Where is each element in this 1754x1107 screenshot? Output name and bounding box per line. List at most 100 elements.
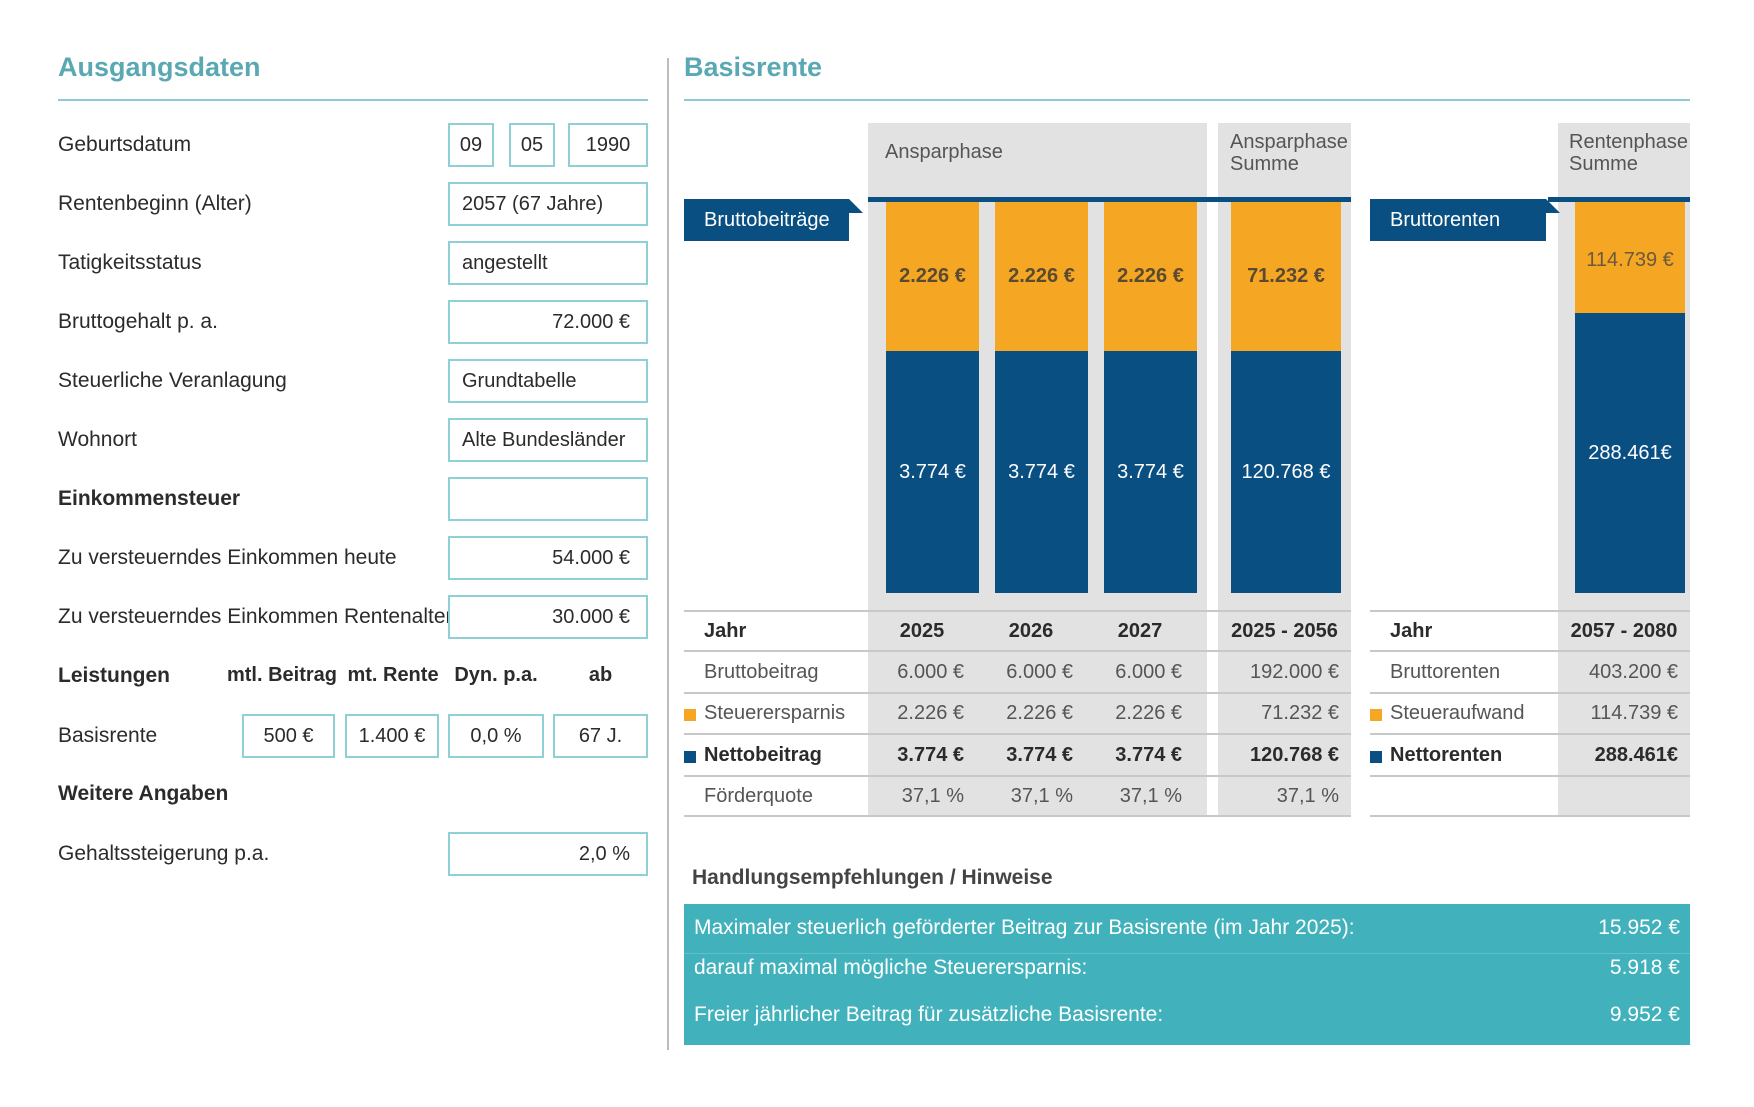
taxable-income-today-field[interactable]: 54.000 €: [448, 536, 648, 580]
hint-row-max-saving: darauf maximal mögliche Steuerersparnis:…: [684, 956, 1690, 980]
row-label: Förderquote: [704, 785, 813, 807]
hint-row-max-contribution: Maximaler steuerlich geförderter Beitrag…: [684, 916, 1690, 940]
salary-increase-field[interactable]: 2,0 %: [448, 832, 648, 876]
rente-row-label: Bruttorenten: [1390, 661, 1501, 683]
tax-assessment-label: Steuerliche Veranlagung: [58, 369, 287, 392]
basisrente-label: Basisrente: [58, 724, 158, 747]
bar-label-navy: 3.774 €: [1008, 460, 1075, 483]
table-line: [1370, 692, 1690, 694]
year-range-anspar: 2025 - 2056: [1231, 620, 1338, 642]
retirement-start-field[interactable]: 2057 (67 Jahre): [448, 182, 648, 226]
table-cell: 192.000 €: [1250, 661, 1339, 683]
ansparphase-header: Ansparphase: [885, 141, 1003, 163]
birth-month-field[interactable]: 05: [509, 123, 555, 167]
hint-divider: [684, 953, 1690, 954]
gross-salary-label: Bruttogehalt p. a.: [58, 310, 218, 333]
hints-title: Handlungsempfehlungen / Hinweise: [692, 866, 1053, 889]
bruttorenten-tab-notch: [1546, 199, 1560, 213]
bar-label-navy: 120.768 €: [1241, 460, 1331, 483]
residence-label: Wohnort: [58, 428, 137, 451]
hint-row-free-contribution: Freier jährlicher Beitrag für zusätzlich…: [684, 1003, 1690, 1027]
row-label: Bruttobeitrag: [704, 661, 819, 683]
hint-value: 9.952 €: [1609, 1003, 1680, 1026]
year-2027: 2027: [1117, 620, 1163, 642]
birthdate-label: Geburtsdatum: [58, 133, 192, 156]
legend-square-rente: [1370, 709, 1382, 721]
table-cell: 3.774 €: [1115, 744, 1182, 766]
bar-label-navy: 3.774 €: [899, 460, 966, 483]
income-tax-label: Einkommensteuer: [58, 487, 241, 510]
table-line-bottom-left: [684, 815, 1351, 817]
taxable-income-today-label: Zu versteuerndes Einkommen heute: [58, 546, 397, 569]
table-cell: 120.768 €: [1250, 744, 1339, 766]
table-year-label: Jahr: [704, 620, 747, 642]
employment-status-label: Tatigkeitsstatus: [58, 251, 202, 274]
hint-text: Maximaler steuerlich geförderter Beitrag…: [694, 916, 1355, 939]
gross-salary-field[interactable]: 72.000 €: [448, 300, 648, 344]
monthly-contribution-field[interactable]: 500 €: [242, 714, 335, 758]
bar-segment-orange: 2.226 €: [995, 202, 1088, 351]
rentenphase-top-band: [1548, 197, 1690, 202]
table-line: [1370, 775, 1690, 777]
table-line-top-left: [684, 610, 1351, 612]
table-cell: 3.774 €: [897, 744, 964, 766]
ansparphase-summe-header: Ansparphase Summe: [1230, 131, 1348, 175]
ansparphase-top-band: [868, 197, 1351, 202]
bar-segment-orange: 114.739 €: [1575, 202, 1685, 313]
table-line: [684, 733, 1351, 735]
employment-status-field[interactable]: angestellt: [448, 241, 648, 285]
bar-segment-navy: 3.774 €: [995, 351, 1088, 593]
table-cell: 3.774 €: [1006, 744, 1073, 766]
table-cell: 2.226 €: [1115, 702, 1182, 724]
benefits-label: Leistungen: [58, 664, 171, 687]
table-cell: 37,1 %: [901, 785, 964, 807]
bruttobeitraege-tab[interactable]: Bruttobeiträge: [684, 199, 849, 241]
hint-value: 5.918 €: [1609, 956, 1680, 979]
bar-label-orange: 2.226 €: [899, 265, 966, 287]
bar-segment-navy: 288.461€: [1575, 313, 1685, 593]
bar-label-navy: 288.461€: [1588, 441, 1672, 464]
hint-value: 15.952 €: [1598, 916, 1680, 939]
monthly-contribution-header: mtl. Beitrag: [226, 664, 338, 686]
rentenphase-summe-header: Rentenphase Summe: [1569, 131, 1688, 175]
bar-label-orange: 2.226 €: [1008, 265, 1075, 287]
table-line: [1370, 733, 1690, 735]
bruttorenten-tab[interactable]: Bruttorenten: [1370, 199, 1546, 241]
table-year-label-rente: Jahr: [1390, 620, 1433, 642]
from-age-header: ab: [588, 664, 613, 686]
taxable-income-retirement-label: Zu versteuerndes Einkommen Rentenalter: [58, 605, 453, 628]
hints-box: Maximaler steuerlich geförderter Beitrag…: [684, 904, 1690, 1045]
legend-square: [684, 709, 696, 721]
row-label: Steuerersparnis: [704, 702, 846, 724]
table-line: [684, 650, 1351, 652]
income-tax-field[interactable]: [448, 477, 648, 521]
birth-day-field[interactable]: 09: [448, 123, 494, 167]
year-2025: 2025: [899, 620, 945, 642]
bar-label-orange: 2.226 €: [1117, 265, 1184, 287]
right-title-rule: [684, 99, 1690, 101]
bar-segment-orange: 71.232 €: [1231, 202, 1341, 351]
table-cell: 37,1 %: [1276, 785, 1339, 807]
birth-year-field[interactable]: 1990: [568, 123, 648, 167]
from-age-field[interactable]: 67 J.: [553, 714, 648, 758]
left-section-title: Ausgangsdaten: [58, 52, 261, 82]
dynamics-field[interactable]: 0,0 %: [448, 714, 544, 758]
monthly-pension-field[interactable]: 1.400 €: [345, 714, 439, 758]
further-info-label: Weitere Angaben: [58, 782, 229, 805]
legend-square: [684, 751, 696, 763]
table-line: [684, 692, 1351, 694]
taxable-income-retirement-field[interactable]: 30.000 €: [448, 595, 648, 639]
panel-divider: [667, 58, 669, 1050]
table-cell: 6.000 €: [1115, 661, 1182, 683]
residence-field[interactable]: Alte Bundesländer: [448, 418, 648, 462]
tax-assessment-field[interactable]: Grundtabelle: [448, 359, 648, 403]
rente-table-cell: 403.200 €: [1589, 661, 1678, 683]
table-line-top-right: [1370, 610, 1690, 612]
hint-text: Freier jährlicher Beitrag für zusätzlich…: [694, 1003, 1164, 1026]
rente-row-label: Nettorenten: [1390, 744, 1503, 766]
table-cell: 37,1 %: [1010, 785, 1073, 807]
retirement-start-label: Rentenbeginn (Alter): [58, 192, 252, 215]
rente-row-label: Steueraufwand: [1390, 702, 1525, 724]
table-cell: 37,1 %: [1119, 785, 1182, 807]
year-2026: 2026: [1008, 620, 1054, 642]
